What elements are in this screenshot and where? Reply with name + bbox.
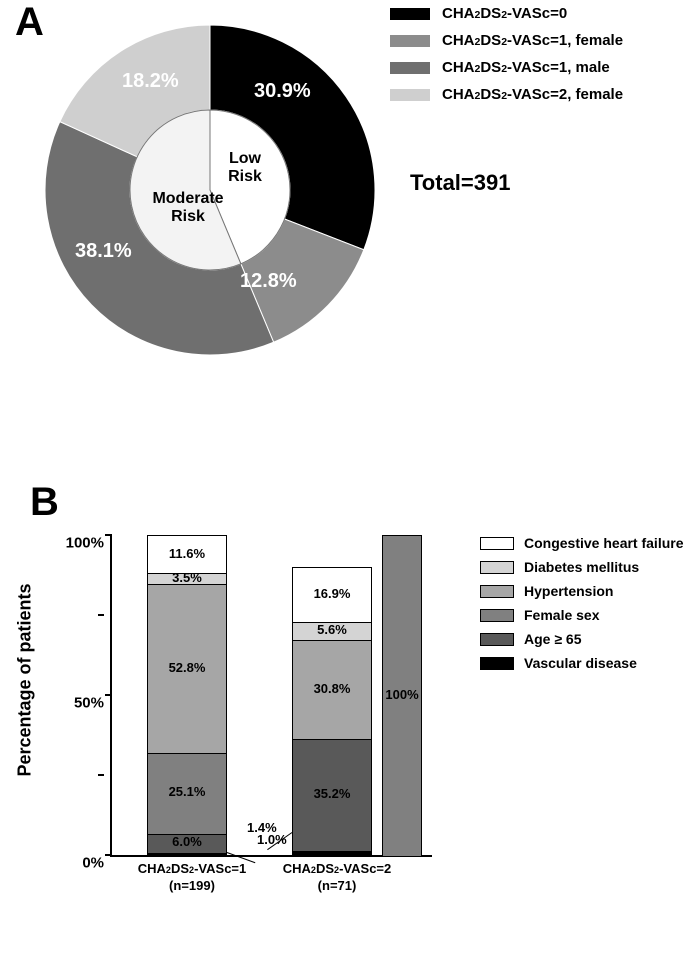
x-category-label: CHA2DS2-VASc=2(n=71) bbox=[272, 855, 402, 895]
bar-chart: 0%50%100%1.0%6.0%25.1%52.8%3.5%11.6%CHA2… bbox=[65, 520, 445, 900]
legend-a-row: CHA2DS2-VASc=0 bbox=[390, 5, 623, 22]
x-category-label: CHA2DS2-VASc=1(n=199) bbox=[127, 855, 257, 895]
legend-a: CHA2DS2-VASc=0 CHA2DS2-VASc=1, female CHA2… bbox=[390, 5, 623, 113]
panel-b: B Percentage of patients 0%50%100%1.0%6.… bbox=[0, 490, 685, 968]
legend-b-row: Congestive heart failure bbox=[480, 535, 684, 551]
legend-label: Vascular disease bbox=[524, 655, 637, 671]
segment-label: 3.5% bbox=[172, 570, 202, 585]
segment-label: 1.4% bbox=[247, 820, 277, 835]
segment-label: 16.9% bbox=[314, 586, 351, 601]
legend-b-row: Vascular disease bbox=[480, 655, 684, 671]
segment-label: 25.1% bbox=[169, 784, 206, 799]
legend-a-row: CHA2DS2-VASc=1, male bbox=[390, 59, 623, 76]
legend-label: Hypertension bbox=[524, 583, 613, 599]
legend-label: CHA2DS2-VASc=2, female bbox=[442, 86, 623, 103]
donut-chart: 30.9% 12.8% 38.1% 18.2% LowRisk Moderate… bbox=[40, 20, 380, 360]
legend-label: CHA2DS2-VASc=1, male bbox=[442, 59, 610, 76]
legend-b-row: Hypertension bbox=[480, 583, 684, 599]
segment-label: 30.8% bbox=[314, 681, 351, 696]
bar-stack bbox=[292, 567, 372, 855]
panel-a: A 30.9% 12.8% 38.1% 18.2% LowRisk Modera… bbox=[0, 0, 685, 400]
slice-pct-0: 30.9% bbox=[254, 80, 311, 103]
legend-swatch bbox=[480, 537, 514, 550]
legend-label: Congestive heart failure bbox=[524, 535, 684, 551]
legend-b: Congestive heart failure Diabetes mellitu… bbox=[480, 535, 684, 679]
y-tick-mark bbox=[105, 534, 112, 536]
y-tick-mark bbox=[105, 854, 112, 856]
legend-swatch bbox=[390, 89, 430, 101]
slice-pct-1: 12.8% bbox=[240, 270, 297, 293]
legend-label: Diabetes mellitus bbox=[524, 559, 639, 575]
legend-b-row: Diabetes mellitus bbox=[480, 559, 684, 575]
legend-swatch bbox=[480, 561, 514, 574]
y-axis-label: Percentage of patients bbox=[15, 583, 36, 776]
legend-label: CHA2DS2-VASc=0 bbox=[442, 5, 567, 22]
legend-b-row: Female sex bbox=[480, 607, 684, 623]
legend-label: Female sex bbox=[524, 607, 600, 623]
plot-area: 0%50%100%1.0%6.0%25.1%52.8%3.5%11.6%CHA2… bbox=[110, 535, 432, 857]
slice-pct-3: 18.2% bbox=[122, 70, 179, 93]
y-tick-label: 50% bbox=[74, 695, 112, 712]
figure: A 30.9% 12.8% 38.1% 18.2% LowRisk Modera… bbox=[0, 0, 685, 968]
segment-label: 52.8% bbox=[169, 660, 206, 675]
segment-label: 35.2% bbox=[314, 786, 351, 801]
y-minor-tick bbox=[98, 774, 104, 776]
legend-swatch bbox=[480, 585, 514, 598]
panel-b-label: B bbox=[30, 480, 59, 525]
y-tick-label: 0% bbox=[82, 855, 112, 872]
total-text: Total=391 bbox=[410, 170, 510, 196]
legend-swatch bbox=[480, 633, 514, 646]
inner-label-moderate: ModerateRisk bbox=[148, 190, 228, 226]
segment-label: 100% bbox=[385, 687, 418, 702]
legend-swatch bbox=[390, 62, 430, 74]
slice-pct-2: 38.1% bbox=[75, 240, 132, 263]
legend-label: CHA2DS2-VASc=1, female bbox=[442, 32, 623, 49]
y-tick-label: 100% bbox=[66, 535, 112, 552]
legend-b-row: Age ≥ 65 bbox=[480, 631, 684, 647]
y-tick-mark bbox=[105, 694, 112, 696]
legend-a-row: CHA2DS2-VASc=1, female bbox=[390, 32, 623, 49]
legend-swatch bbox=[480, 609, 514, 622]
segment-label: 11.6% bbox=[169, 546, 205, 561]
legend-label: Age ≥ 65 bbox=[524, 631, 581, 647]
segment-label: 6.0% bbox=[172, 834, 202, 849]
legend-swatch bbox=[480, 657, 514, 670]
legend-a-row: CHA2DS2-VASc=2, female bbox=[390, 86, 623, 103]
legend-swatch bbox=[390, 8, 430, 20]
legend-swatch bbox=[390, 35, 430, 47]
segment-label: 5.6% bbox=[317, 622, 347, 637]
inner-label-low: LowRisk bbox=[215, 150, 275, 186]
y-minor-tick bbox=[98, 614, 104, 616]
